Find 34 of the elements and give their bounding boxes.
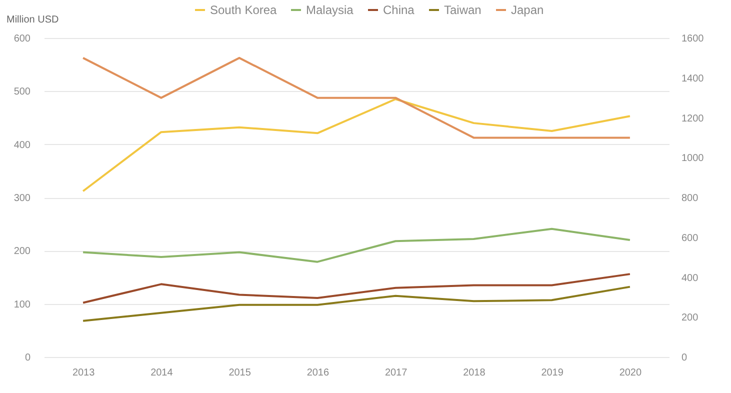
x-tick-label: 2020: [619, 368, 642, 378]
y-tick-label: 300: [14, 193, 31, 204]
y-tick-label: 600: [14, 34, 31, 44]
x-tick-label: 2018: [463, 368, 486, 378]
x-tick-label: 2017: [384, 368, 408, 378]
y-tick-label: 0: [24, 352, 31, 364]
y2-tick-label: 400: [682, 272, 699, 284]
x-tick-label: 2013: [72, 368, 96, 378]
y2-tick-label: 1600: [682, 34, 704, 44]
y2-tick-label: 1200: [682, 113, 704, 124]
legend-label: Malaysia: [306, 3, 354, 17]
y-tick-label: 200: [14, 246, 31, 258]
line-series: [82, 98, 631, 192]
y2-tick-label: 1000: [682, 153, 704, 164]
y2-tick-label: 0: [682, 352, 688, 364]
legend-label: South Korea: [210, 3, 278, 17]
y-axis-title: Million USD: [6, 14, 59, 26]
x-tick-label: 2015: [228, 368, 252, 378]
y-tick-label: 400: [14, 140, 31, 151]
y2-tick-label: 600: [682, 232, 699, 244]
x-tick-label: 2014: [150, 368, 174, 378]
x-tick-label: 2016: [306, 368, 330, 378]
legend-label: China: [383, 3, 415, 17]
y-tick-label: 500: [14, 86, 31, 98]
y-tick-label: 100: [14, 299, 31, 310]
line-series: [82, 273, 631, 304]
line-series: [82, 286, 631, 322]
y2-tick-label: 200: [682, 312, 699, 324]
legend-label: Japan: [511, 3, 544, 17]
legend-label: Taiwan: [444, 3, 482, 17]
line-series: [82, 228, 631, 263]
y2-tick-label: 800: [682, 193, 699, 204]
x-tick-label: 2019: [541, 368, 564, 378]
y2-tick-label: 1400: [682, 73, 704, 84]
